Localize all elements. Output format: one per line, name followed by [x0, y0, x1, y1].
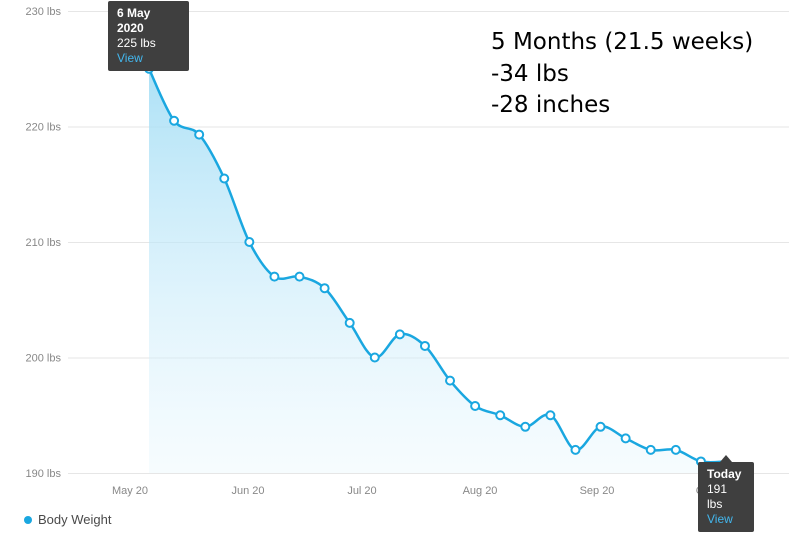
tooltip-start-date: 6 May 2020	[117, 6, 151, 35]
data-point	[470, 401, 481, 412]
data-point	[570, 444, 581, 455]
tooltip-start: 6 May 2020 225 lbs View	[108, 1, 189, 71]
tooltip-start-view-link[interactable]: View	[117, 51, 143, 65]
data-point	[244, 237, 255, 247]
data-point	[620, 433, 631, 444]
data-point	[269, 271, 280, 282]
x-tick-label: May 20	[112, 485, 148, 497]
data-point	[219, 173, 230, 184]
legend[interactable]: Body Weight	[24, 512, 111, 527]
data-point	[645, 444, 656, 455]
tooltip-start-value: 225 lbs	[117, 36, 156, 50]
weight-area	[149, 68, 726, 474]
legend-dot-icon	[24, 515, 32, 524]
data-point	[169, 115, 180, 126]
tooltip-end-pointer	[720, 455, 732, 462]
tooltip-end: Today 191 lbs View	[698, 462, 754, 532]
data-point	[419, 340, 430, 351]
data-point	[394, 329, 405, 340]
data-point	[520, 421, 531, 432]
data-point	[344, 317, 355, 328]
data-point	[294, 271, 305, 282]
x-tick-label: Aug 20	[463, 485, 498, 497]
data-point	[194, 129, 205, 140]
data-point	[319, 283, 330, 294]
summary-weight-loss: -34 lbs	[491, 60, 569, 87]
summary-inches-loss: -28 inches	[491, 92, 611, 118]
data-point	[445, 375, 456, 386]
tooltip-end-value: 191 lbs	[707, 482, 728, 511]
tooltip-end-date: Today	[707, 467, 742, 481]
data-point	[545, 410, 556, 421]
y-tick-label: 200 lbs	[26, 353, 62, 365]
y-tick-label: 230 lbs	[26, 6, 62, 18]
x-tick-label: Sep 20	[580, 485, 615, 497]
y-axis: 230 lbs 220 lbs 210 lbs 200 lbs 190 lbs	[26, 6, 62, 480]
data-point	[670, 444, 681, 455]
summary-annotation: 5 Months (21.5 weeks) -34 lbs -28 inches	[491, 27, 753, 122]
x-tick-label: Jun 20	[231, 485, 264, 497]
data-point	[595, 421, 606, 432]
summary-duration: 5 Months (21.5 weeks)	[491, 29, 754, 55]
tooltip-end-view-link[interactable]: View	[707, 512, 733, 526]
data-point	[369, 352, 380, 363]
data-point	[495, 410, 506, 421]
y-tick-label: 210 lbs	[26, 237, 62, 249]
x-tick-label: Jul 20	[347, 485, 376, 497]
y-tick-label: 220 lbs	[26, 122, 62, 134]
y-tick-label: 190 lbs	[26, 468, 62, 480]
legend-label: Body Weight	[38, 512, 112, 527]
